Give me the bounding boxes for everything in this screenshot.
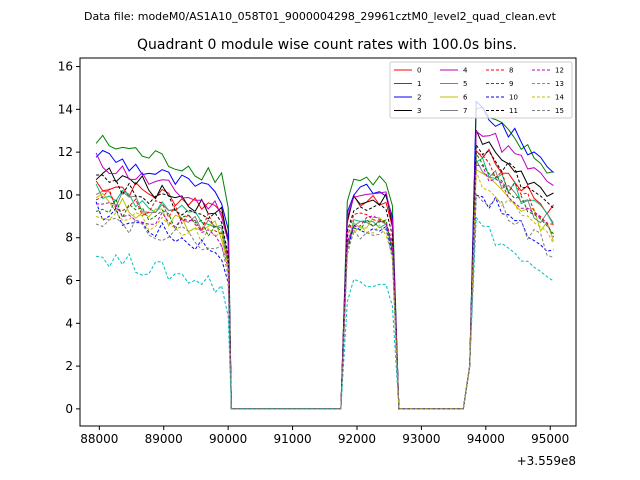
- legend-label: 5: [463, 80, 467, 88]
- y-tick-label: 12: [58, 145, 73, 159]
- legend-label: 12: [555, 67, 564, 75]
- legend-label: 3: [417, 107, 421, 115]
- x-tick-label: 90000: [209, 432, 247, 446]
- data-file-caption: Data file: modeM0/AS1A10_058T01_90000042…: [84, 10, 557, 23]
- legend-label: 10: [509, 94, 518, 102]
- legend-label: 13: [555, 80, 564, 88]
- plot-area-frame: [79, 57, 577, 427]
- legend-label: 14: [555, 94, 564, 102]
- legend-label: 4: [463, 67, 468, 75]
- y-tick-label: 10: [58, 188, 73, 202]
- x-tick-label: 91000: [273, 432, 311, 446]
- series-line-13: [96, 216, 554, 410]
- y-tick-label: 16: [58, 60, 73, 74]
- legend-label: 11: [509, 107, 518, 115]
- legend-label: 7: [463, 107, 467, 115]
- x-tick-label: 88000: [80, 432, 118, 446]
- y-tick-label: 8: [65, 231, 73, 245]
- chart-title: Quadrant 0 module wise count rates with …: [137, 37, 517, 53]
- legend-label: 15: [555, 107, 564, 115]
- legend-label: 6: [463, 94, 468, 102]
- x-offset-label: +3.559e8: [517, 454, 576, 468]
- x-axis: 88000 89000 90000 91000 92000 93000 94000 95000: [80, 426, 569, 446]
- series-line-15: [95, 192, 554, 410]
- legend-label: 0: [417, 67, 421, 75]
- x-tick-label: 93000: [402, 432, 440, 446]
- x-tick-label: 89000: [145, 432, 183, 446]
- series-line-14: [95, 171, 554, 410]
- legend-label: 9: [509, 80, 513, 88]
- y-tick-label: 6: [65, 274, 73, 288]
- y-tick-label: 4: [65, 316, 73, 330]
- legend-box: [389, 61, 573, 119]
- x-tick-label: 95000: [531, 432, 569, 446]
- y-tick-label: 14: [58, 102, 73, 116]
- series-line-10: [95, 194, 554, 410]
- series-lines: [95, 100, 554, 410]
- y-tick-label: 2: [65, 359, 73, 373]
- y-axis: 0 2 4 6 8 10 12 14 16: [58, 60, 80, 416]
- x-tick-label: 94000: [467, 432, 505, 446]
- legend-label: 2: [417, 94, 421, 102]
- legend-label: 8: [509, 67, 513, 75]
- x-tick-label: 92000: [338, 432, 376, 446]
- y-tick-label: 0: [65, 402, 73, 416]
- legend-label: 1: [417, 80, 421, 88]
